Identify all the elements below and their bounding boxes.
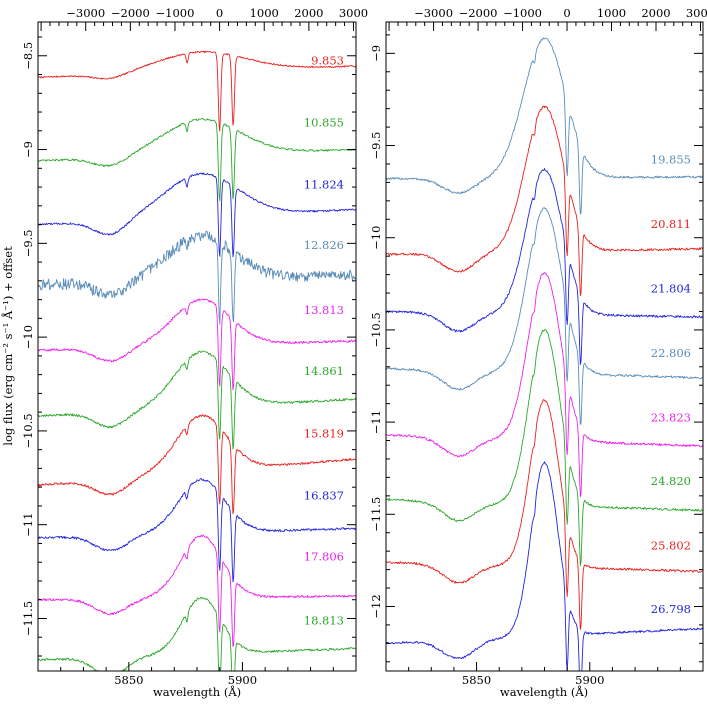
y-tick-label: −11.5 xyxy=(369,497,383,532)
spectrum-line-13.813 xyxy=(38,298,356,391)
velocity-tick-label: 3000 xyxy=(339,6,368,20)
right-ticks xyxy=(385,22,704,671)
y-tick-label: −12 xyxy=(369,594,383,618)
x-tick-label: 5900 xyxy=(575,673,604,687)
spectrum-line-16.837 xyxy=(38,478,356,583)
left-tick-labels: 5850 5900 −3000 −2000 −1000 0 1000 2000 3000 −8.5… xyxy=(21,6,368,687)
epoch-label-11.824: 11.824 xyxy=(304,177,344,191)
left-panel: 5850 5900 −3000 −2000 −1000 0 1000 2000 3000 −8.5… xyxy=(21,6,368,699)
spectrum-line-11.824 xyxy=(38,172,356,258)
epoch-label-15.819: 15.819 xyxy=(304,427,344,441)
spectrum-line-10.855 xyxy=(38,118,356,202)
spectrum-line-24.820 xyxy=(386,329,703,566)
left-ticks xyxy=(37,22,357,671)
spectrum-line-15.819 xyxy=(38,414,356,515)
velocity-tick-label: −1000 xyxy=(503,6,542,20)
spectrum-line-18.813 xyxy=(38,596,356,671)
epoch-label-20.811: 20.811 xyxy=(651,217,691,231)
velocity-tick-label: 0 xyxy=(563,6,570,20)
right-panel: 5850 5900 −3000 −2000 −1000 0 1000 2000 3000 −9 −9… xyxy=(369,6,707,699)
y-tick-label: −11 xyxy=(369,410,383,434)
spectrum-line-26.798 xyxy=(386,461,703,671)
epoch-label-21.804: 21.804 xyxy=(651,281,691,295)
y-tick-label: −10.5 xyxy=(369,312,383,347)
epoch-label-17.806: 17.806 xyxy=(304,550,344,564)
epoch-label-16.837: 16.837 xyxy=(304,489,344,503)
velocity-tick-label: −3000 xyxy=(66,6,105,20)
velocity-tick-label: −3000 xyxy=(414,6,453,20)
spectrum-line-21.804 xyxy=(386,168,703,366)
right-spectra xyxy=(386,37,703,671)
right-x-axis-title: wavelength (Å) xyxy=(500,685,588,699)
epoch-label-14.861: 14.861 xyxy=(304,364,344,378)
spectrum-line-12.826 xyxy=(38,230,356,325)
epoch-label-24.820: 24.820 xyxy=(651,474,691,488)
velocity-tick-label: 0 xyxy=(216,6,223,20)
epoch-label-23.823: 23.823 xyxy=(651,410,691,424)
y-tick-label: −9 xyxy=(21,141,35,158)
right-tick-labels: 5850 5900 −3000 −2000 −1000 0 1000 2000 3000 −9 −9… xyxy=(369,6,707,687)
y-tick-label: −9.5 xyxy=(369,132,383,160)
spectrum-line-9.853 xyxy=(38,50,356,132)
x-tick-label: 5850 xyxy=(114,673,143,687)
spectra-clip-group xyxy=(38,50,356,671)
spectrum-line-23.823 xyxy=(386,272,703,498)
spectrum-line-17.806 xyxy=(38,534,356,647)
spectrum-line-20.811 xyxy=(386,105,703,297)
velocity-tick-label: 2000 xyxy=(641,6,670,20)
spectra-clip-group xyxy=(386,37,703,671)
y-tick-label: −10 xyxy=(21,325,35,349)
epoch-label-22.806: 22.806 xyxy=(651,346,691,360)
y-tick-label: −9.5 xyxy=(21,229,35,257)
velocity-tick-label: 1000 xyxy=(597,6,626,20)
epoch-label-25.802: 25.802 xyxy=(651,539,691,553)
left-x-axis-title: wavelength (Å) xyxy=(153,685,241,699)
y-tick-label: −11.5 xyxy=(21,601,35,636)
left-spectra xyxy=(38,50,356,671)
epoch-label-13.813: 13.813 xyxy=(304,303,344,317)
epoch-label-26.798: 26.798 xyxy=(651,602,691,616)
spectrum-line-25.802 xyxy=(386,399,703,630)
x-tick-label: 5900 xyxy=(228,673,257,687)
velocity-tick-label: 2000 xyxy=(294,6,323,20)
x-tick-label: 5850 xyxy=(462,673,491,687)
y-tick-label: −8.5 xyxy=(21,42,35,70)
velocity-tick-label: −2000 xyxy=(111,6,150,20)
velocity-tick-label: −2000 xyxy=(459,6,498,20)
y-tick-label: −10 xyxy=(369,226,383,250)
velocity-tick-label: −1000 xyxy=(156,6,195,20)
y-tick-label: −11 xyxy=(21,513,35,537)
y-axis-title: log flux (erg cm⁻² s⁻¹ Å⁻¹) + offset xyxy=(1,246,15,446)
epoch-label-19.855: 19.855 xyxy=(651,152,691,166)
y-tick-label: −10.5 xyxy=(21,413,35,448)
velocity-tick-label: 3000 xyxy=(686,6,707,20)
y-tick-label: −9 xyxy=(369,45,383,62)
spectrum-line-22.806 xyxy=(386,207,703,425)
epoch-label-9.853: 9.853 xyxy=(311,53,344,67)
epoch-label-18.813: 18.813 xyxy=(304,613,344,627)
velocity-tick-label: 1000 xyxy=(250,6,279,20)
epoch-label-12.826: 12.826 xyxy=(304,238,344,252)
spectrum-line-14.861 xyxy=(38,350,356,450)
spectrum-line-19.855 xyxy=(386,37,703,215)
epoch-label-10.855: 10.855 xyxy=(304,115,344,129)
